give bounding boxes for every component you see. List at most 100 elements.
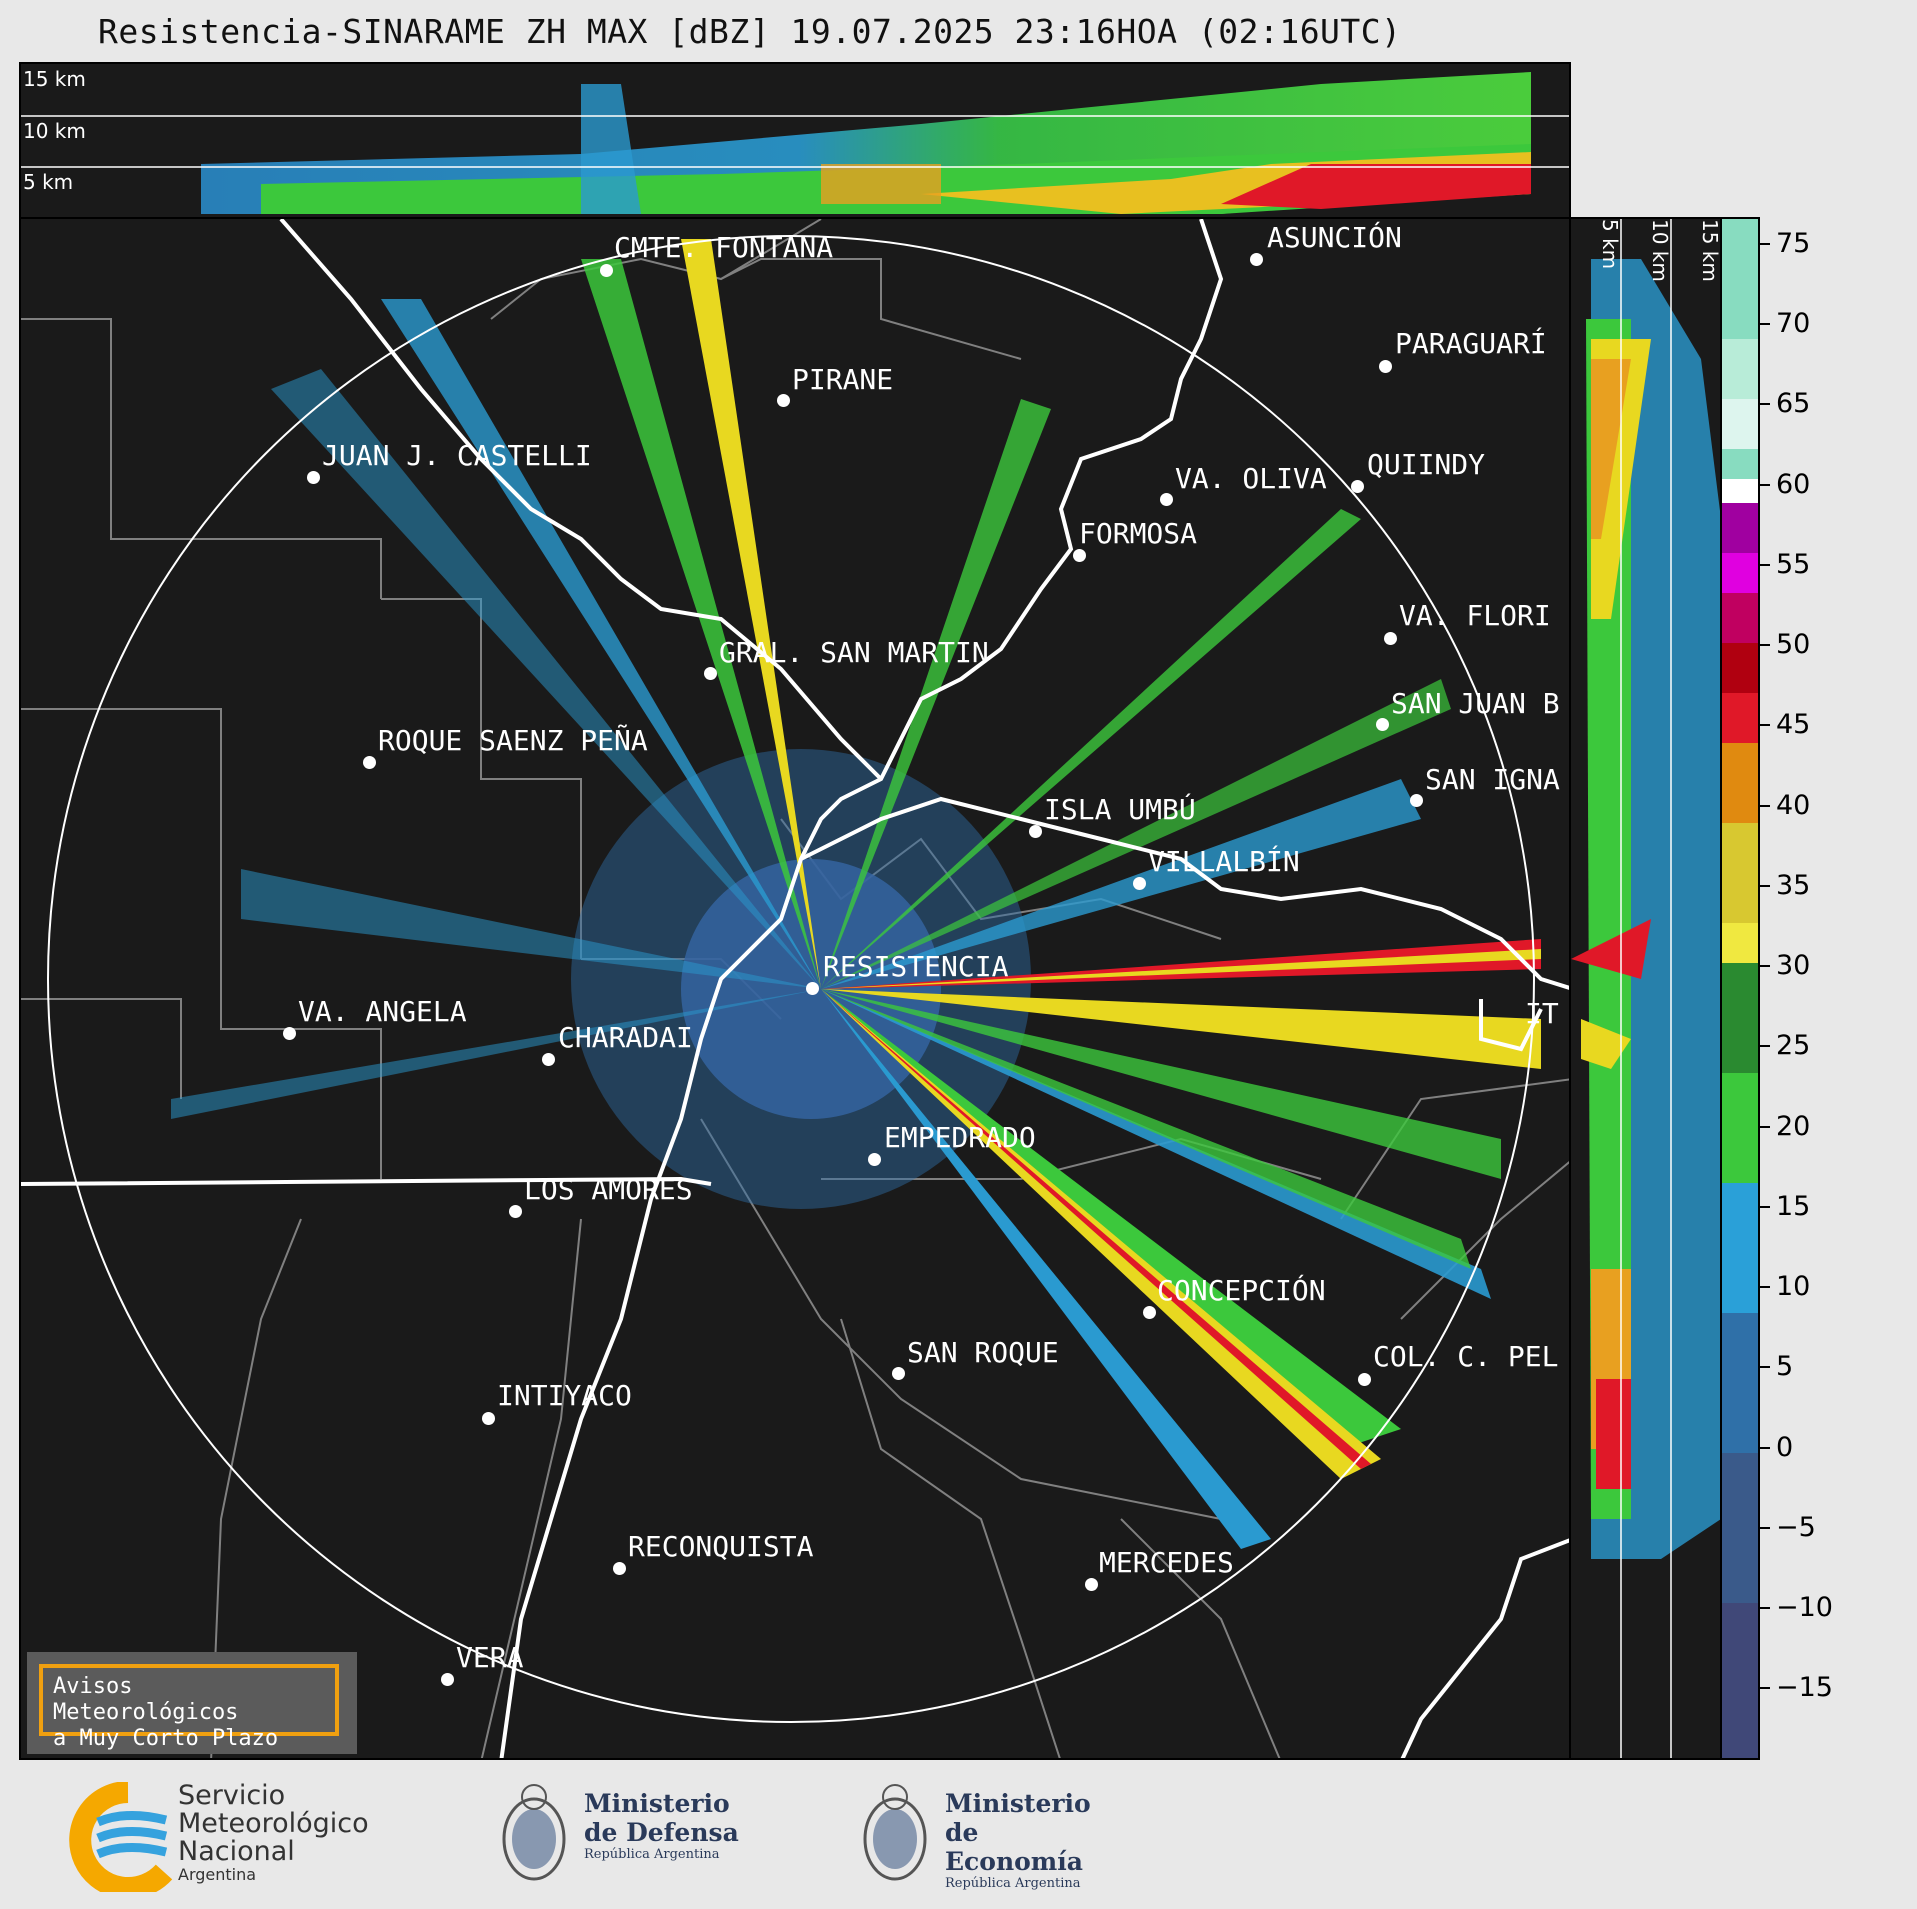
cb-tick (1760, 1206, 1770, 1208)
map-title: Resistencia-SINARAME ZH MAX [dBZ] 19.07.… (98, 12, 1402, 51)
city-label: RECONQUISTA (628, 1530, 814, 1563)
city-label: PIRANE (792, 363, 894, 396)
city-label: VA. ANGELA (298, 995, 467, 1028)
radar-echoes (171, 239, 1541, 1549)
city-label: SAN JUAN B (1391, 687, 1560, 720)
cb-label: 70 (1776, 308, 1811, 339)
cb-tick (1760, 885, 1770, 887)
admin-boundaries (21, 219, 1569, 1758)
cb-label: 0 (1776, 1432, 1794, 1463)
cb-label: 30 (1776, 950, 1811, 981)
city-label: INTIYACO (497, 1379, 632, 1412)
city-label: MERCEDES (1099, 1546, 1234, 1579)
city-label: COL. C. PEL (1373, 1340, 1559, 1373)
dbz-colorbar (1720, 217, 1760, 1760)
defensa-logo: Ministerio de Defensa República Argentin… (494, 1775, 754, 1897)
cb-tick (1760, 1607, 1770, 1609)
smn-line-1: Servicio (178, 1780, 286, 1811)
smn-logo: Servicio Meteorológico Nacional Argentin… (56, 1782, 386, 1892)
warning-box-inner: Avisos Meteorológicos a Muy Corto Plazo (39, 1664, 339, 1751)
cb-tick (1760, 323, 1770, 325)
range-ring (47, 235, 1535, 1723)
city-label: CONCEPCIÓN (1157, 1274, 1326, 1307)
city-dot (1250, 253, 1263, 266)
cb-tick (1760, 644, 1770, 646)
city-label: LOS AMORES (524, 1173, 693, 1206)
city-label: ISLA UMBÚ (1044, 793, 1196, 826)
economia-line-3: República Argentina (945, 1876, 1081, 1891)
city-dot (441, 1673, 454, 1686)
cb-label: 40 (1776, 790, 1811, 821)
coat-of-arms-icon (502, 1784, 566, 1881)
city-label: VILLALBÍN (1148, 845, 1300, 878)
cb-tick (1760, 965, 1770, 967)
city-label: ROQUE SAENZ PEÑA (378, 724, 648, 757)
side-cross-section: 5 km 10 km 15 km (1569, 217, 1723, 1760)
city-dot (509, 1205, 522, 1218)
city-label: VA. FLORI (1399, 599, 1551, 632)
city-dot (1143, 1306, 1156, 1319)
cb-tick (1760, 564, 1770, 566)
cb-tick (1760, 724, 1770, 726)
city-label: GRAL. SAN MARTIN (719, 636, 989, 669)
warning-box: Avisos Meteorológicos a Muy Corto Plazo (27, 1652, 357, 1754)
smn-line-2: Meteorológico (178, 1808, 369, 1839)
city-label: SAN ROQUE (907, 1336, 1059, 1369)
smn-line-3: Nacional (178, 1836, 295, 1867)
cb-label: 5 (1776, 1351, 1794, 1382)
side-echo-svg (1571, 219, 1721, 1758)
radar-map[interactable]: CMTE. FONTANA ASUNCIÓN PARAGUARÍ PIRANE … (19, 217, 1571, 1760)
city-dot (283, 1027, 296, 1040)
city-dot (777, 394, 790, 407)
cb-label: 25 (1776, 1030, 1811, 1061)
cb-label: −15 (1776, 1672, 1833, 1703)
city-dot (806, 982, 819, 995)
cb-label: 65 (1776, 388, 1811, 419)
cb-label: 50 (1776, 629, 1811, 660)
cb-tick (1760, 484, 1770, 486)
cb-label: 10 (1776, 1271, 1811, 1302)
city-dot (600, 264, 613, 277)
defensa-line-1: Ministerio (584, 1789, 730, 1818)
city-dot (1133, 877, 1146, 890)
city-dot (868, 1153, 881, 1166)
city-dot (482, 1412, 495, 1425)
cb-tick (1760, 1366, 1770, 1368)
smn-line-4: Argentina (178, 1865, 257, 1884)
city-label: CHARADAI (558, 1021, 693, 1054)
city-label: VA. OLIVA (1175, 462, 1327, 495)
city-label: VERA (456, 1641, 524, 1674)
warning-line-1: Avisos Meteorológicos (53, 1674, 239, 1725)
cb-label: 45 (1776, 709, 1811, 740)
cb-tick (1760, 1126, 1770, 1128)
city-dot (613, 1562, 626, 1575)
cb-tick (1760, 1045, 1770, 1047)
side-height-label-15km: 15 km (1698, 219, 1722, 282)
cb-label: 15 (1776, 1191, 1811, 1222)
city-dot (1351, 480, 1364, 493)
economia-line-2: de Economía (945, 1818, 1083, 1876)
city-dot (542, 1053, 555, 1066)
cb-label: 60 (1776, 469, 1811, 500)
height-label-5km: 5 km (23, 170, 74, 194)
city-dot (307, 471, 320, 484)
city-dot (363, 756, 376, 769)
cb-label: −10 (1776, 1592, 1833, 1623)
defensa-line-2: de Defensa (584, 1818, 739, 1847)
defensa-line-3: República Argentina (584, 1847, 720, 1862)
radar-map-svg (21, 219, 1569, 1758)
city-label: JUAN J. CASTELLI (322, 439, 592, 472)
city-dot (1376, 718, 1389, 731)
cb-label: 75 (1776, 228, 1811, 259)
cb-tick (1760, 243, 1770, 245)
city-label: FORMOSA (1079, 517, 1198, 550)
colorbar-svg (1722, 219, 1758, 1758)
cb-label: 55 (1776, 549, 1811, 580)
city-label: QUIINDY (1367, 448, 1486, 481)
city-dot (1384, 632, 1397, 645)
city-dot (704, 667, 717, 680)
city-label: IT (1525, 997, 1559, 1030)
cb-tick (1760, 805, 1770, 807)
city-label: RESISTENCIA (823, 950, 1009, 983)
city-label: ASUNCIÓN (1267, 221, 1402, 254)
